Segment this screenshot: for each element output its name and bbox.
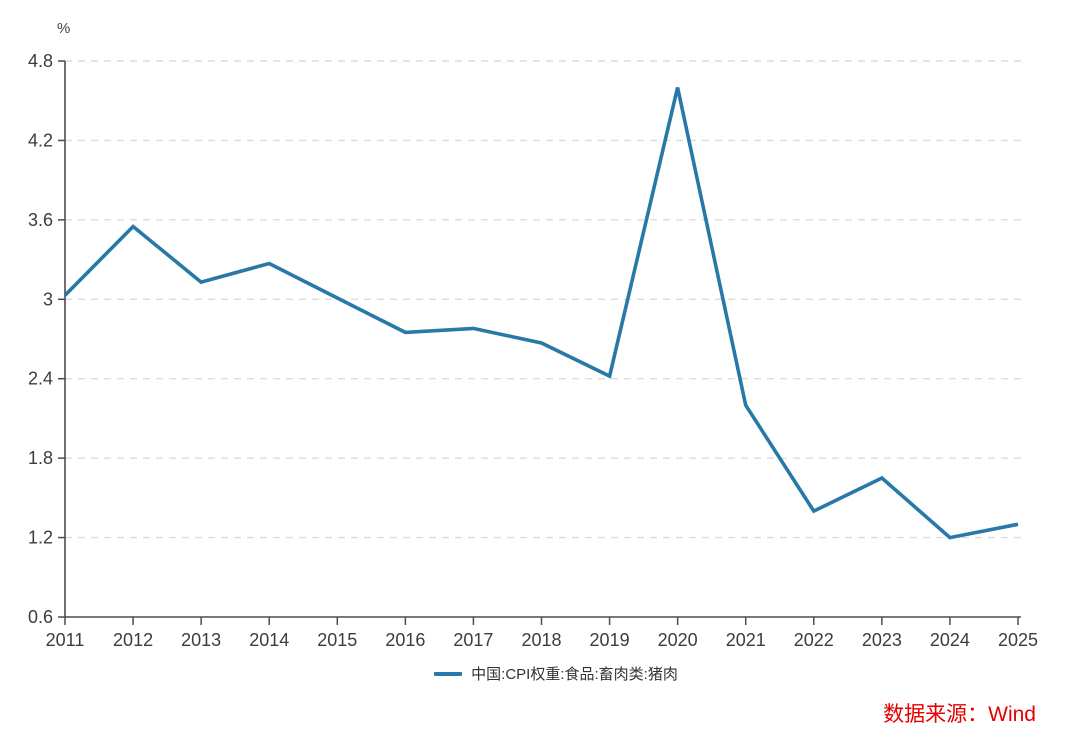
x-tick-label: 2013 [181, 630, 221, 650]
legend-line-swatch [434, 671, 463, 676]
y-tick-label: 1.8 [28, 448, 53, 468]
x-tick-label: 2012 [113, 630, 153, 650]
y-tick-label: 3.6 [28, 210, 53, 230]
x-tick-label: 2021 [726, 630, 766, 650]
x-tick-label: 2014 [249, 630, 289, 650]
y-tick-label: 2.4 [28, 369, 53, 389]
x-tick-label: 2024 [930, 630, 970, 650]
x-tick-label: 2016 [385, 630, 425, 650]
y-tick-label: 0.6 [28, 607, 53, 627]
line-chart-plot: 0.6 1.2 1.8 2.4 3 3.6 4.2 4.8 2011 2012 2013 2014 20… [28, 51, 1038, 650]
y-tick-label: 1.2 [28, 528, 53, 548]
legend-series-label: 中国:CPI权重:食品:畜肉类:猪肉 [471, 666, 678, 683]
x-tick-label: 2018 [521, 630, 561, 650]
data-series-line [63, 87, 1019, 540]
x-tick-label: 2023 [862, 630, 902, 650]
legend: 中国:CPI权重:食品:畜肉类:猪肉 [16, 663, 1080, 684]
x-tick-label: 2019 [590, 630, 630, 650]
x-tick-label: 2020 [658, 630, 698, 650]
x-tick-label: 2022 [794, 630, 834, 650]
y-tick-label: 3 [43, 289, 53, 309]
x-tick-label: 2015 [317, 630, 357, 650]
x-tick-label: 2025 [998, 630, 1038, 650]
data-source-note: 数据来源：Wind [883, 703, 1036, 726]
x-tick-label: 2011 [46, 630, 85, 650]
y-axis-unit-label: % [57, 20, 71, 37]
x-tick-label: 2017 [453, 630, 493, 650]
y-tick-label: 4.8 [28, 51, 53, 71]
y-tick-label: 4.2 [28, 130, 53, 150]
